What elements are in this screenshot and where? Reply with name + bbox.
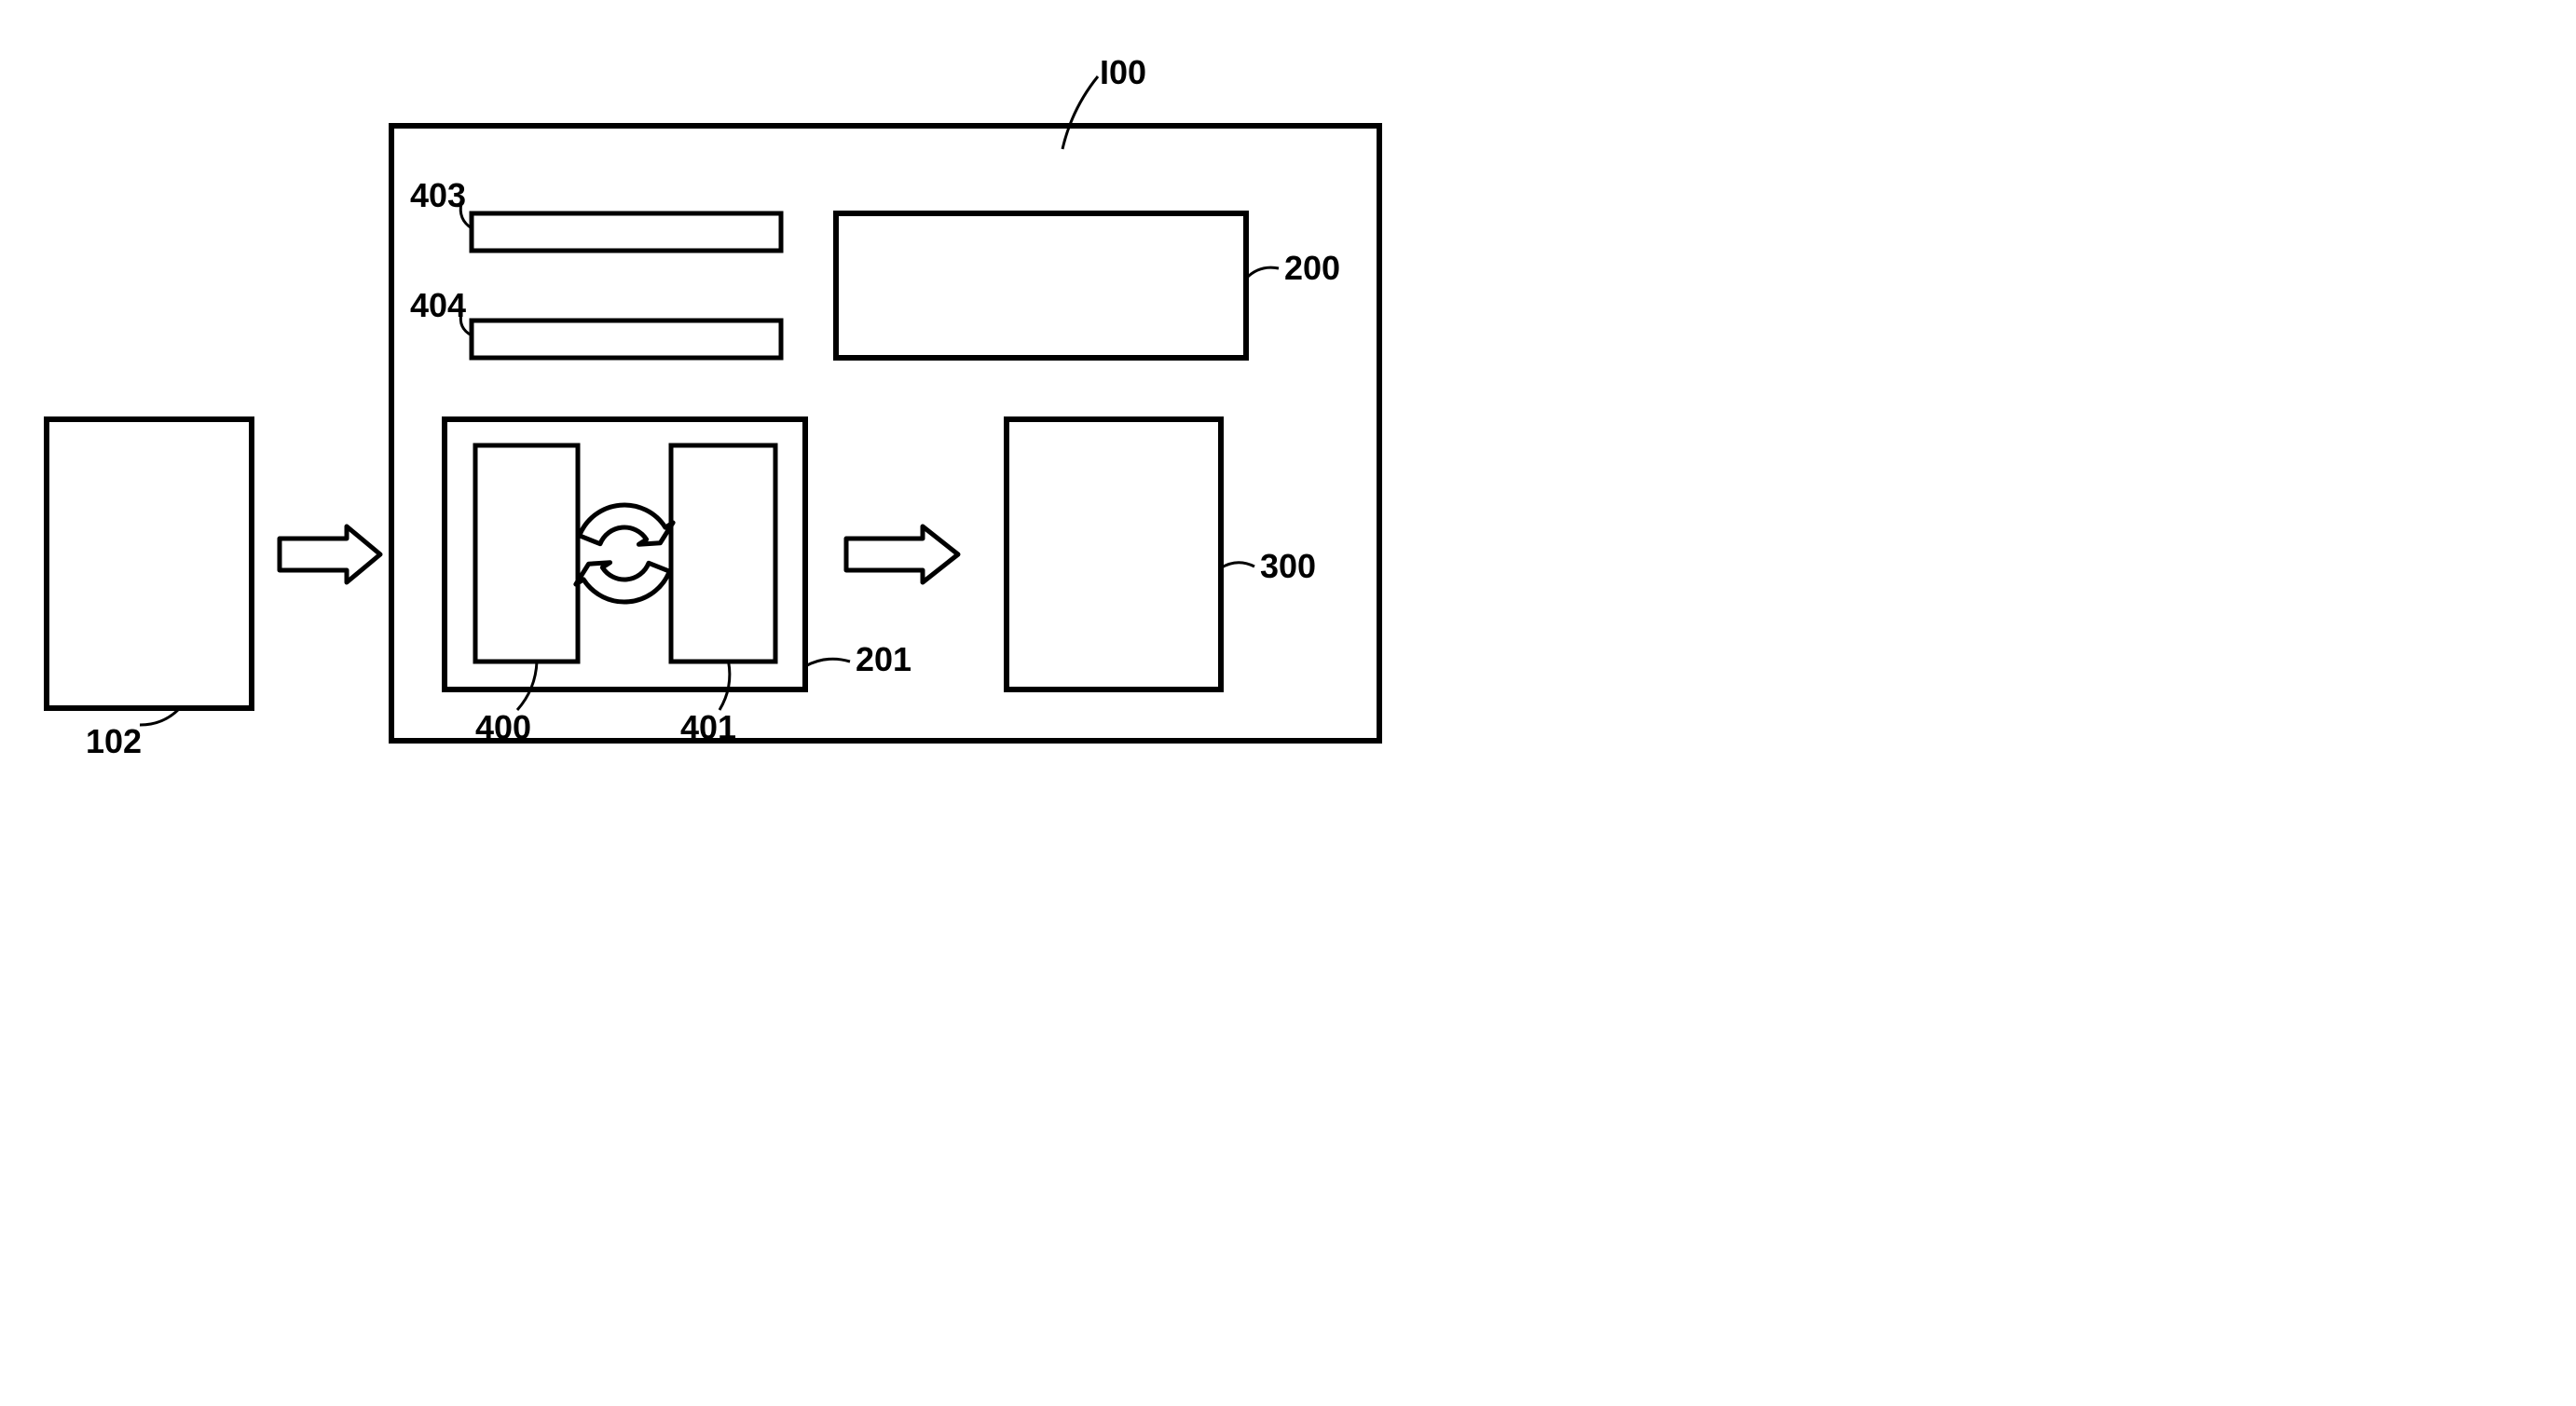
label-201: 201 xyxy=(856,640,911,678)
label-100: I00 xyxy=(1100,53,1146,91)
label-200: 200 xyxy=(1284,249,1340,287)
arrow-into-system xyxy=(280,526,380,582)
block-401 xyxy=(671,445,775,662)
block-403 xyxy=(472,213,781,251)
block-200 xyxy=(836,213,1246,358)
label-400: 400 xyxy=(475,708,531,746)
block-400 xyxy=(475,445,578,662)
label-300: 300 xyxy=(1260,547,1316,585)
block-102 xyxy=(47,419,252,708)
label-403: 403 xyxy=(410,176,466,214)
block-300 xyxy=(1007,419,1221,689)
label-102: 102 xyxy=(86,722,142,760)
label-401: 401 xyxy=(680,708,736,746)
block-404 xyxy=(472,321,781,358)
label-404: 404 xyxy=(410,286,466,324)
